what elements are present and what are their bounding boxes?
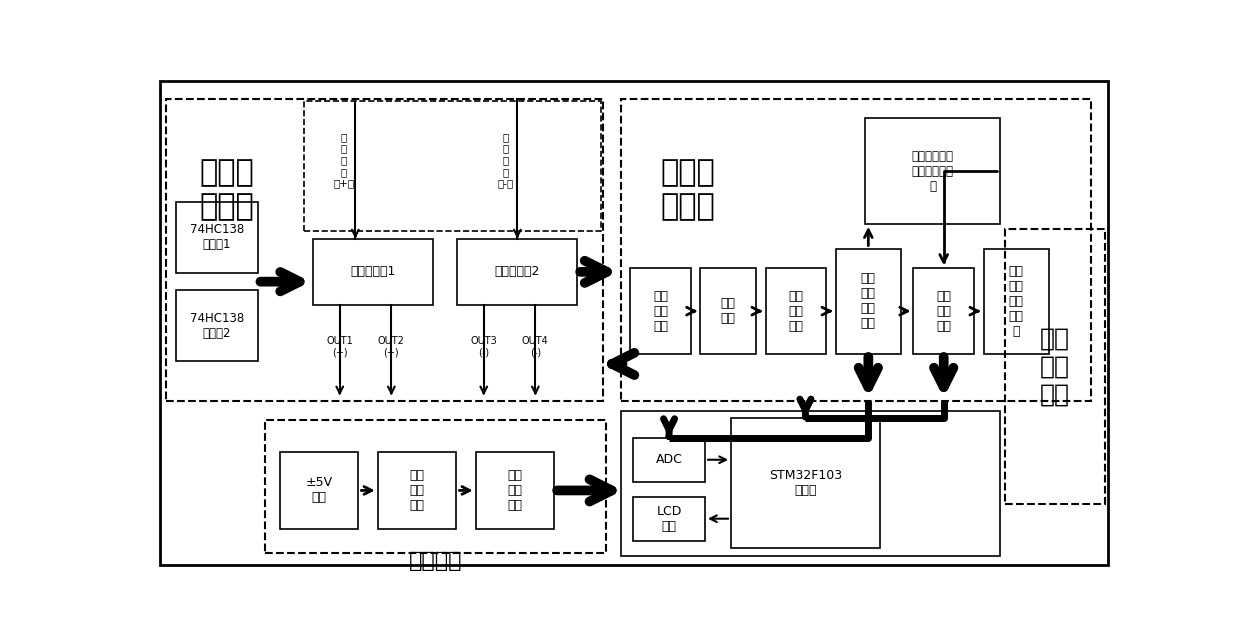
Bar bbox=[631, 268, 690, 354]
Text: 倍数可控的电
压放大模块电
路: 倍数可控的电 压放大模块电 路 bbox=[912, 150, 954, 193]
Bar bbox=[378, 452, 456, 528]
Text: 负载
电阻: 负载 电阻 bbox=[721, 297, 736, 325]
Text: 低通
有源
滤波
电路: 低通 有源 滤波 电路 bbox=[861, 272, 876, 330]
Text: ADC: ADC bbox=[655, 453, 683, 466]
Bar bbox=[176, 290, 258, 362]
Bar bbox=[313, 239, 434, 305]
Bar bbox=[866, 118, 1000, 224]
Text: OUT4
(-): OUT4 (-) bbox=[522, 336, 549, 357]
Text: OUT1
(+): OUT1 (+) bbox=[326, 336, 353, 357]
Bar bbox=[304, 101, 601, 232]
Text: 电源
滤波
电路: 电源 滤波 电路 bbox=[508, 469, 523, 512]
Bar bbox=[1005, 229, 1105, 504]
Text: ±5V
电源: ±5V 电源 bbox=[306, 477, 332, 505]
Bar bbox=[835, 248, 901, 354]
Text: 无源
衰减
电路: 无源 衰减 电路 bbox=[653, 290, 668, 332]
Text: 74HC138
译码器2: 74HC138 译码器2 bbox=[190, 312, 244, 340]
Text: OUT3
(-): OUT3 (-) bbox=[471, 336, 497, 357]
Text: 电源
转换
电路: 电源 转换 电路 bbox=[410, 469, 425, 512]
Text: 电
针
信
号
（+）: 电 针 信 号 （+） bbox=[333, 132, 354, 188]
Text: 电压
有效
值读
取电
路: 电压 有效 值读 取电 路 bbox=[1009, 265, 1023, 338]
Text: 电压
放大
电路: 电压 放大 电路 bbox=[788, 290, 803, 332]
Text: 量值
显示
模块: 量值 显示 模块 bbox=[1040, 327, 1070, 406]
Bar bbox=[166, 99, 603, 401]
Bar bbox=[621, 411, 1000, 556]
Bar bbox=[731, 418, 880, 548]
Bar bbox=[265, 420, 606, 553]
Bar bbox=[621, 99, 1092, 401]
Bar bbox=[633, 438, 705, 482]
Bar bbox=[984, 248, 1049, 354]
Bar bbox=[476, 452, 554, 528]
Bar bbox=[457, 239, 577, 305]
Text: LCD
显示: LCD 显示 bbox=[657, 505, 681, 533]
Bar bbox=[176, 202, 258, 273]
Text: 电平
移位
电路: 电平 移位 电路 bbox=[937, 290, 952, 332]
Bar bbox=[280, 452, 358, 528]
Text: 74HC138
译码器1: 74HC138 译码器1 bbox=[190, 223, 244, 251]
Text: 信号处
理模块: 信号处 理模块 bbox=[660, 158, 715, 221]
Bar bbox=[913, 268, 974, 354]
Bar bbox=[633, 496, 705, 541]
Text: OUT2
(+): OUT2 (+) bbox=[378, 336, 405, 357]
Text: 通道转
换模块: 通道转 换模块 bbox=[199, 158, 254, 221]
Text: STM32F103
单片机: STM32F103 单片机 bbox=[769, 469, 843, 497]
Text: 电
针
信
号
（-）: 电 针 信 号 （-） bbox=[498, 132, 514, 188]
Bar bbox=[766, 268, 826, 354]
Text: 继电器模块2: 继电器模块2 bbox=[494, 265, 540, 278]
Text: 电源模块: 电源模块 bbox=[409, 551, 462, 571]
Text: 继电器模块1: 继电器模块1 bbox=[351, 265, 396, 278]
Bar bbox=[700, 268, 756, 354]
